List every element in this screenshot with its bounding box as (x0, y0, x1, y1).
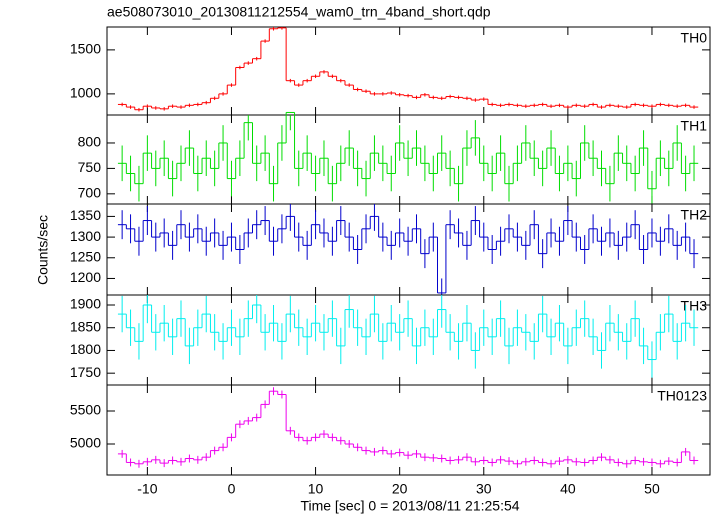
panel-frame (106, 384, 711, 476)
series-label: TH0 (681, 30, 708, 46)
x-tick-label: 40 (560, 481, 576, 497)
y-tick-label: 1250 (70, 248, 101, 264)
y-tick-label: 1850 (70, 318, 101, 334)
y-tick-label: 5000 (70, 435, 101, 451)
y-tick-label: 5500 (70, 402, 101, 418)
x-tick-label: 10 (308, 481, 324, 497)
x-tick-label: 50 (644, 481, 660, 497)
y-tick-label: 1200 (70, 269, 101, 285)
series-label: TH3 (681, 298, 708, 314)
y-tick-label: 1300 (70, 228, 101, 244)
y-tick-label: 1350 (70, 207, 101, 223)
y-tick-label: 1500 (70, 41, 101, 57)
y-tick-label: 800 (78, 134, 102, 150)
series-label: TH0123 (657, 388, 707, 404)
y-tick-label: 1000 (70, 85, 101, 101)
y-tick-label: 1800 (70, 341, 101, 357)
y-tick-label: 1750 (70, 364, 101, 380)
x-tick-label: 30 (476, 481, 492, 497)
series-label: TH2 (681, 207, 708, 223)
x-axis-label: Time [sec] 0 = 2013/08/11 21:25:54 (300, 498, 519, 514)
chart-title: ae508073010_20130811212554_wam0_trn_4ban… (107, 4, 491, 20)
y-tick-label: 750 (78, 159, 102, 175)
y-axis-label: Counts/sec (35, 215, 51, 285)
y-tick-label: 1900 (70, 296, 101, 312)
x-tick-label: 0 (228, 481, 236, 497)
x-tick-label: 20 (392, 481, 408, 497)
x-tick-label: -10 (137, 481, 157, 497)
series-label: TH1 (681, 118, 708, 134)
y-tick-label: 700 (78, 185, 102, 201)
